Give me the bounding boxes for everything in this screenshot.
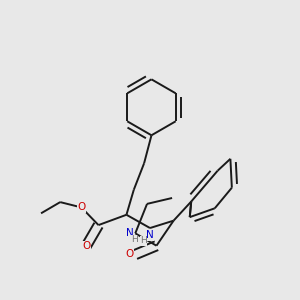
Text: H: H (140, 236, 147, 245)
Text: O: O (77, 202, 86, 212)
Text: N: N (126, 228, 134, 238)
Text: N: N (146, 230, 153, 240)
Text: O: O (125, 249, 134, 259)
Text: H: H (131, 235, 137, 244)
Text: O: O (82, 241, 90, 251)
